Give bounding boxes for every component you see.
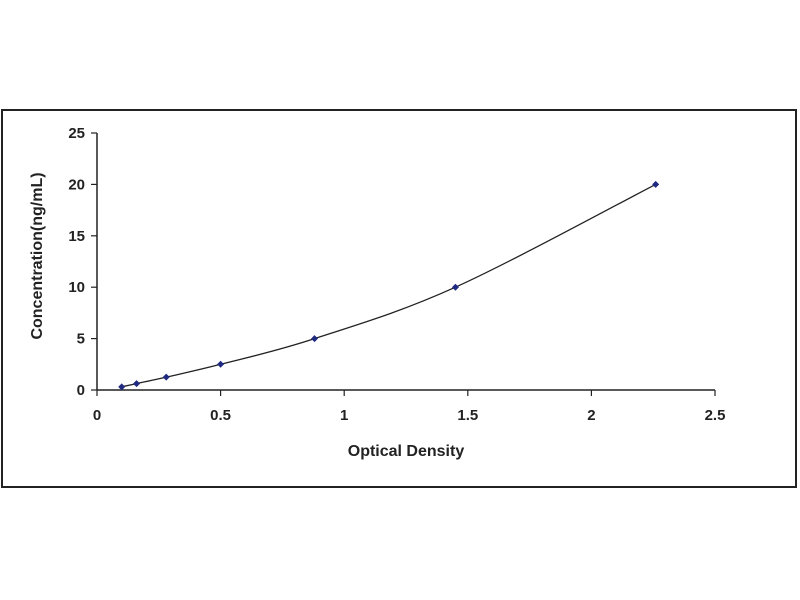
x-axis-title: Optical Density — [348, 443, 465, 460]
chart-frame — [1, 109, 797, 488]
x-tick-label: 2.5 — [705, 407, 726, 424]
y-tick-label: 10 — [68, 279, 85, 296]
y-tick-label: 20 — [68, 176, 85, 193]
axes — [91, 132, 716, 396]
y-tick-label: 0 — [77, 382, 85, 399]
data-point-5 — [311, 335, 319, 343]
y-axis-title: Concentration(ng/mL) — [29, 172, 46, 339]
x-tick-label: 0.5 — [210, 407, 231, 424]
y-tick-label: 25 — [68, 125, 85, 142]
y-tick-label: 5 — [77, 331, 85, 348]
tick-labels-layer: 0 0.5 1 1.5 2 2.5 0 5 10 15 20 25 — [68, 125, 725, 424]
fit-curve — [121, 183, 656, 388]
data-point-2 — [133, 380, 141, 388]
data-points-layer — [118, 180, 660, 391]
data-point-1 — [118, 383, 126, 391]
fit-curve-layer — [121, 183, 656, 388]
y-tick-label: 15 — [68, 228, 85, 245]
data-point-6 — [451, 283, 459, 291]
x-tick-label: 0 — [93, 407, 101, 424]
x-tick-label: 1 — [340, 407, 348, 424]
data-point-3 — [162, 373, 170, 381]
data-point-4 — [217, 360, 225, 368]
x-tick-label: 2 — [587, 407, 595, 424]
data-point-7 — [652, 180, 660, 188]
x-tick-label: 1.5 — [457, 407, 478, 424]
